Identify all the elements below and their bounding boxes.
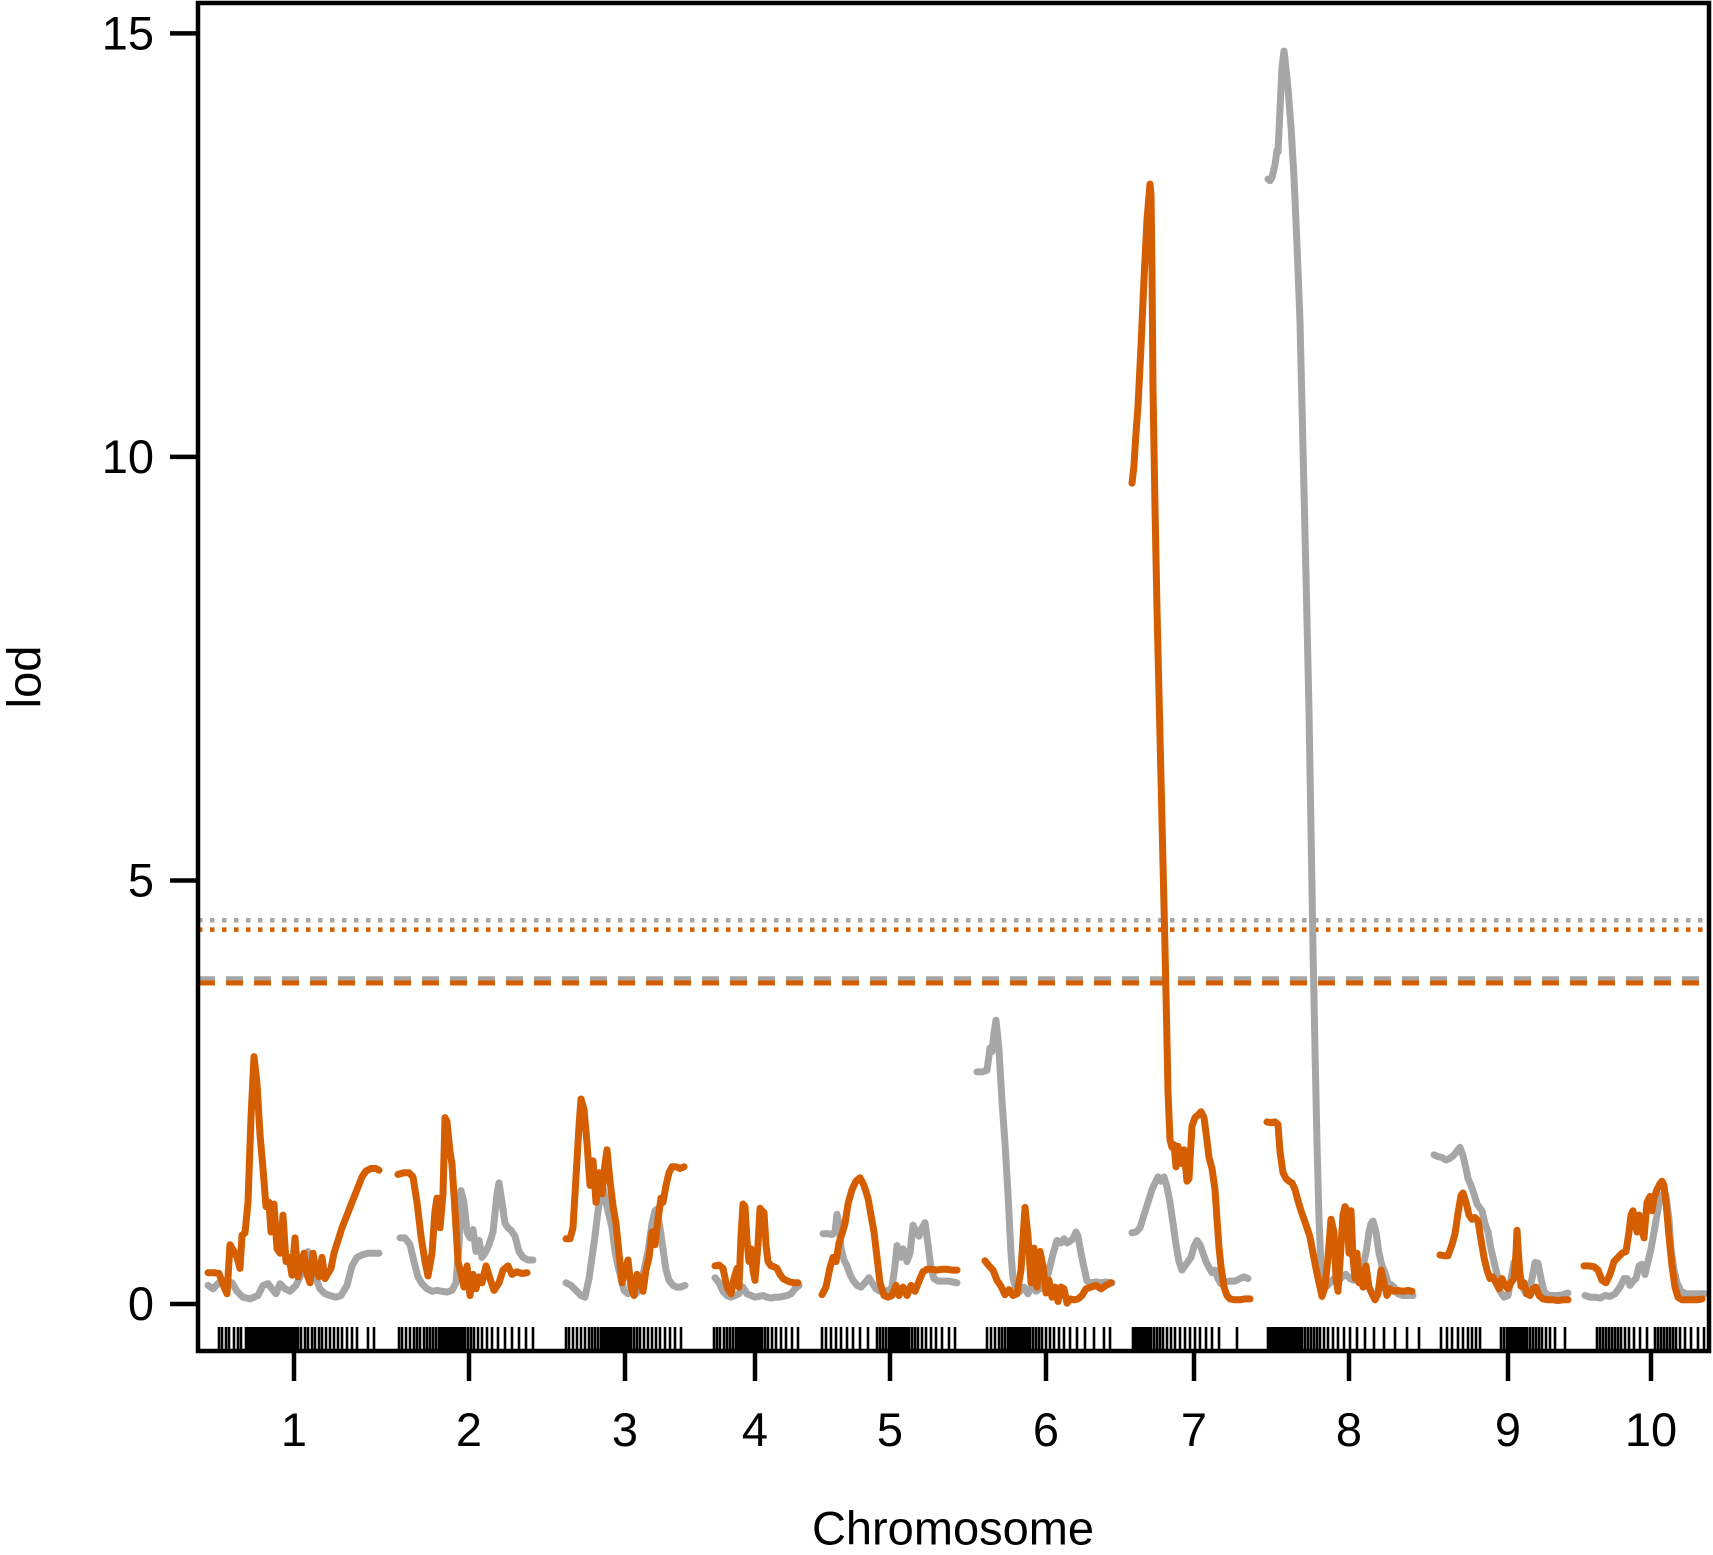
y-axis-tick-label-0: 0: [128, 1277, 154, 1330]
x-axis-tick-label-chr4: 4: [742, 1403, 768, 1456]
lod-curve-gray-chr10: [1581, 1190, 1709, 1302]
lod-curve-orange-chr1: [204, 1053, 383, 1298]
lod-curve-orange-chr4: [711, 1200, 802, 1298]
x-axis-tick-label-chr3: 3: [612, 1403, 638, 1456]
lod-curve-gray-chr1: [204, 1248, 383, 1303]
x-axis-tick-label-chr9: 9: [1495, 1403, 1521, 1456]
x-axis-tick-label-chr8: 8: [1336, 1403, 1362, 1456]
x-axis-tick-label-chr2: 2: [456, 1403, 482, 1456]
lod-curve-orange-chr6: [981, 1203, 1115, 1307]
lod-curve-orange-chr8: [1263, 1118, 1416, 1304]
lod-curve-orange-chr9: [1436, 1189, 1572, 1305]
lod-curve-gray-chr6: [973, 1016, 1116, 1298]
lod-curve-gray-chr9: [1430, 1143, 1572, 1301]
lod-curve-orange-chr2: [394, 1114, 531, 1299]
lod-curve-orange-chr5: [818, 1174, 961, 1301]
y-axis-tick-label-15: 15: [102, 6, 154, 59]
y-axis-tick-label-10: 10: [102, 430, 154, 483]
lod-curve-orange-chr3: [562, 1095, 688, 1299]
lod-curve-gray-chr3: [562, 1184, 689, 1301]
x-axis-tick-label-chr1: 1: [281, 1403, 307, 1456]
x-axis-tick-label-chr6: 6: [1033, 1403, 1059, 1456]
plot-box: [195, 0, 1712, 1354]
lod-curve-gray-chr2: [396, 1179, 537, 1296]
lod-curve-orange-chr10: [1580, 1177, 1706, 1304]
y-axis-title: lod: [0, 645, 51, 709]
lod-curve-gray-chr5: [819, 1210, 961, 1295]
lod-curve-orange-chr7: [1128, 180, 1254, 1304]
x-axis-tick-label-chr10: 10: [1625, 1403, 1677, 1456]
lod-curve-gray-chr7: [1128, 1173, 1252, 1288]
lod-curve-gray-chr8: [1264, 47, 1417, 1299]
x-axis-title: Chromosome: [811, 1501, 1095, 1555]
x-axis-tick-label-chr7: 7: [1181, 1403, 1207, 1456]
y-axis-tick-label-5: 5: [128, 853, 154, 906]
x-axis-tick-label-chr5: 5: [877, 1403, 903, 1456]
